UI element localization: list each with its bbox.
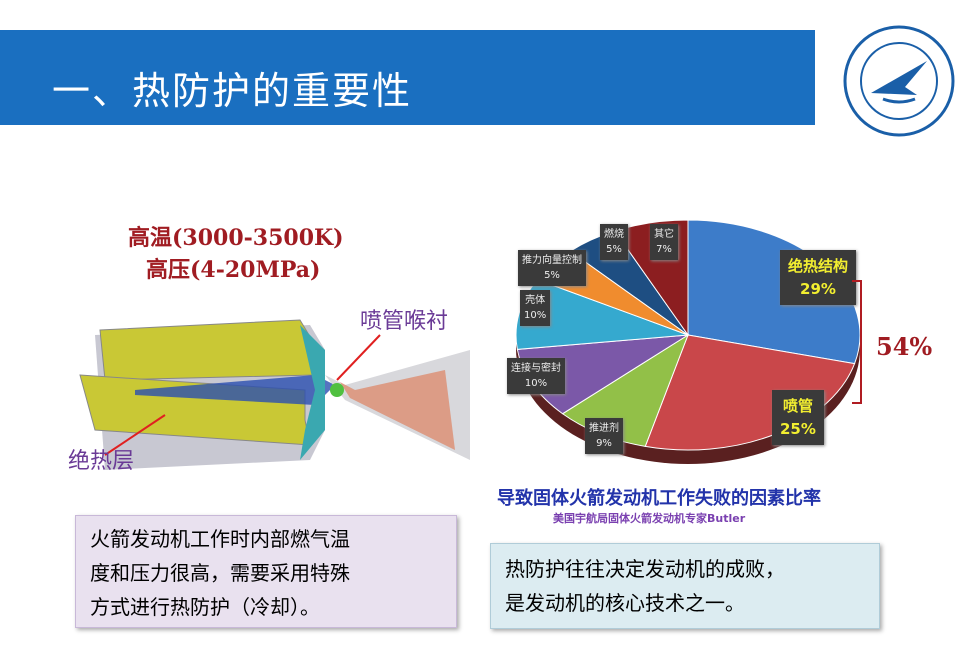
right-note-box: 热防护往往决定发动机的成败， 是发动机的核心技术之一。 [490,543,880,629]
left-note-box: 火箭发动机工作时内部燃气温 度和压力很高，需要采用特殊 方式进行热防护（冷却）。 [75,515,457,628]
note-line: 是发动机的核心技术之一。 [505,591,745,615]
pie-label-propellant: 推进剂 9% [585,418,623,454]
insulation-layer-label: 绝热层 [68,449,135,474]
note-line: 方式进行热防护（冷却）。 [90,595,320,619]
pie-title: 导致固体火箭发动机工作失败的因素比率 [497,488,821,509]
university-logo [843,25,955,137]
note-line: 热防护往往决定发动机的成败， [505,557,785,581]
bracket [852,280,862,404]
pie-label-insulation: 绝热结构 29% [780,250,857,305]
header-bar [0,30,815,125]
temperature-label: 高温(3000-3500K) [128,225,344,251]
pie-label-seal: 连接与密封 10% [507,358,565,394]
note-line: 火箭发动机工作时内部燃气温 [90,527,350,551]
pie-label-nozzle: 喷管 25% [772,390,824,445]
pie-label-case: 壳体 10% [520,290,551,326]
pie-label-other: 其它 7% [650,224,678,260]
page-title: 一、热防护的重要性 [52,69,413,113]
nozzle-throat-label: 喷管喉衬 [360,309,449,334]
bracket-total: 54% [876,332,933,361]
pie-label-combustion: 燃烧 5% [600,224,628,260]
pie-label-tvc: 推力向量控制 5% [518,250,586,286]
rocket-motor-illustration [79,319,470,470]
pie-subtitle: 美国宇航局固体火箭发动机专家Butler [553,512,746,525]
note-line: 度和压力很高，需要采用特殊 [90,561,350,585]
pressure-label: 高压(4-20MPa) [146,257,321,283]
